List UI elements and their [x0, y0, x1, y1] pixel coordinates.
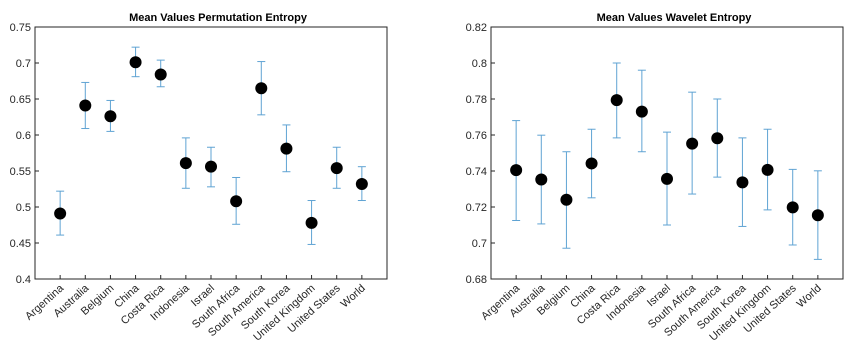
y-tick-label: 0.76	[466, 130, 487, 142]
data-point	[711, 132, 724, 145]
data-point	[355, 177, 368, 190]
data-point	[330, 162, 343, 175]
y-tick-label: 0.78	[466, 94, 487, 106]
chart-title: Mean Values Permutation Entropy	[129, 12, 308, 24]
data-point	[255, 82, 268, 95]
data-point	[661, 172, 673, 185]
y-tick-label: 0.75	[10, 22, 31, 34]
y-tick-label: 0.4	[16, 274, 31, 286]
chart-title: Mean Values Wavelet Entropy	[597, 12, 753, 24]
data-point	[104, 110, 117, 123]
data-point	[686, 137, 699, 150]
data-point	[635, 105, 648, 118]
y-tick-label: 0.7	[16, 58, 31, 70]
y-tick-label: 0.65	[10, 94, 31, 106]
data-point	[230, 195, 243, 208]
data-point	[736, 176, 749, 189]
data-point	[79, 99, 92, 112]
y-tick-label: 0.8	[472, 58, 487, 70]
data-point	[585, 157, 598, 170]
data-point	[205, 160, 217, 173]
data-point	[54, 207, 67, 220]
y-tick-label: 0.45	[10, 238, 31, 250]
y-tick-label: 0.7	[472, 238, 487, 250]
y-tick-label: 0.5	[16, 202, 31, 214]
data-point	[610, 94, 623, 107]
y-tick-label: 0.55	[10, 166, 31, 178]
data-point	[129, 56, 142, 69]
data-point	[154, 68, 167, 81]
data-point	[786, 201, 799, 214]
y-tick-label: 0.68	[466, 274, 487, 286]
x-tick-label: World	[795, 282, 824, 310]
wavelet-entropy-chart: Mean Values Wavelet Entropy 0.68 0.7 0.72 0…	[466, 12, 844, 344]
y-tick-label: 0.72	[466, 202, 487, 214]
data-point	[535, 173, 548, 186]
data-point	[560, 193, 573, 206]
data-point	[761, 163, 774, 176]
x-tick-label: World	[339, 282, 368, 310]
data-point	[510, 164, 523, 177]
y-tick-label: 0.6	[16, 130, 31, 142]
data-point	[811, 209, 824, 222]
data-point	[179, 157, 192, 170]
y-tick-label: 0.82	[466, 22, 487, 34]
y-tick-label: 0.74	[466, 166, 487, 178]
permutation-entropy-chart: Mean Values Permutation Entropy 0.4 0.45 0…	[10, 12, 388, 344]
data-point	[305, 216, 318, 229]
data-point	[280, 142, 293, 155]
